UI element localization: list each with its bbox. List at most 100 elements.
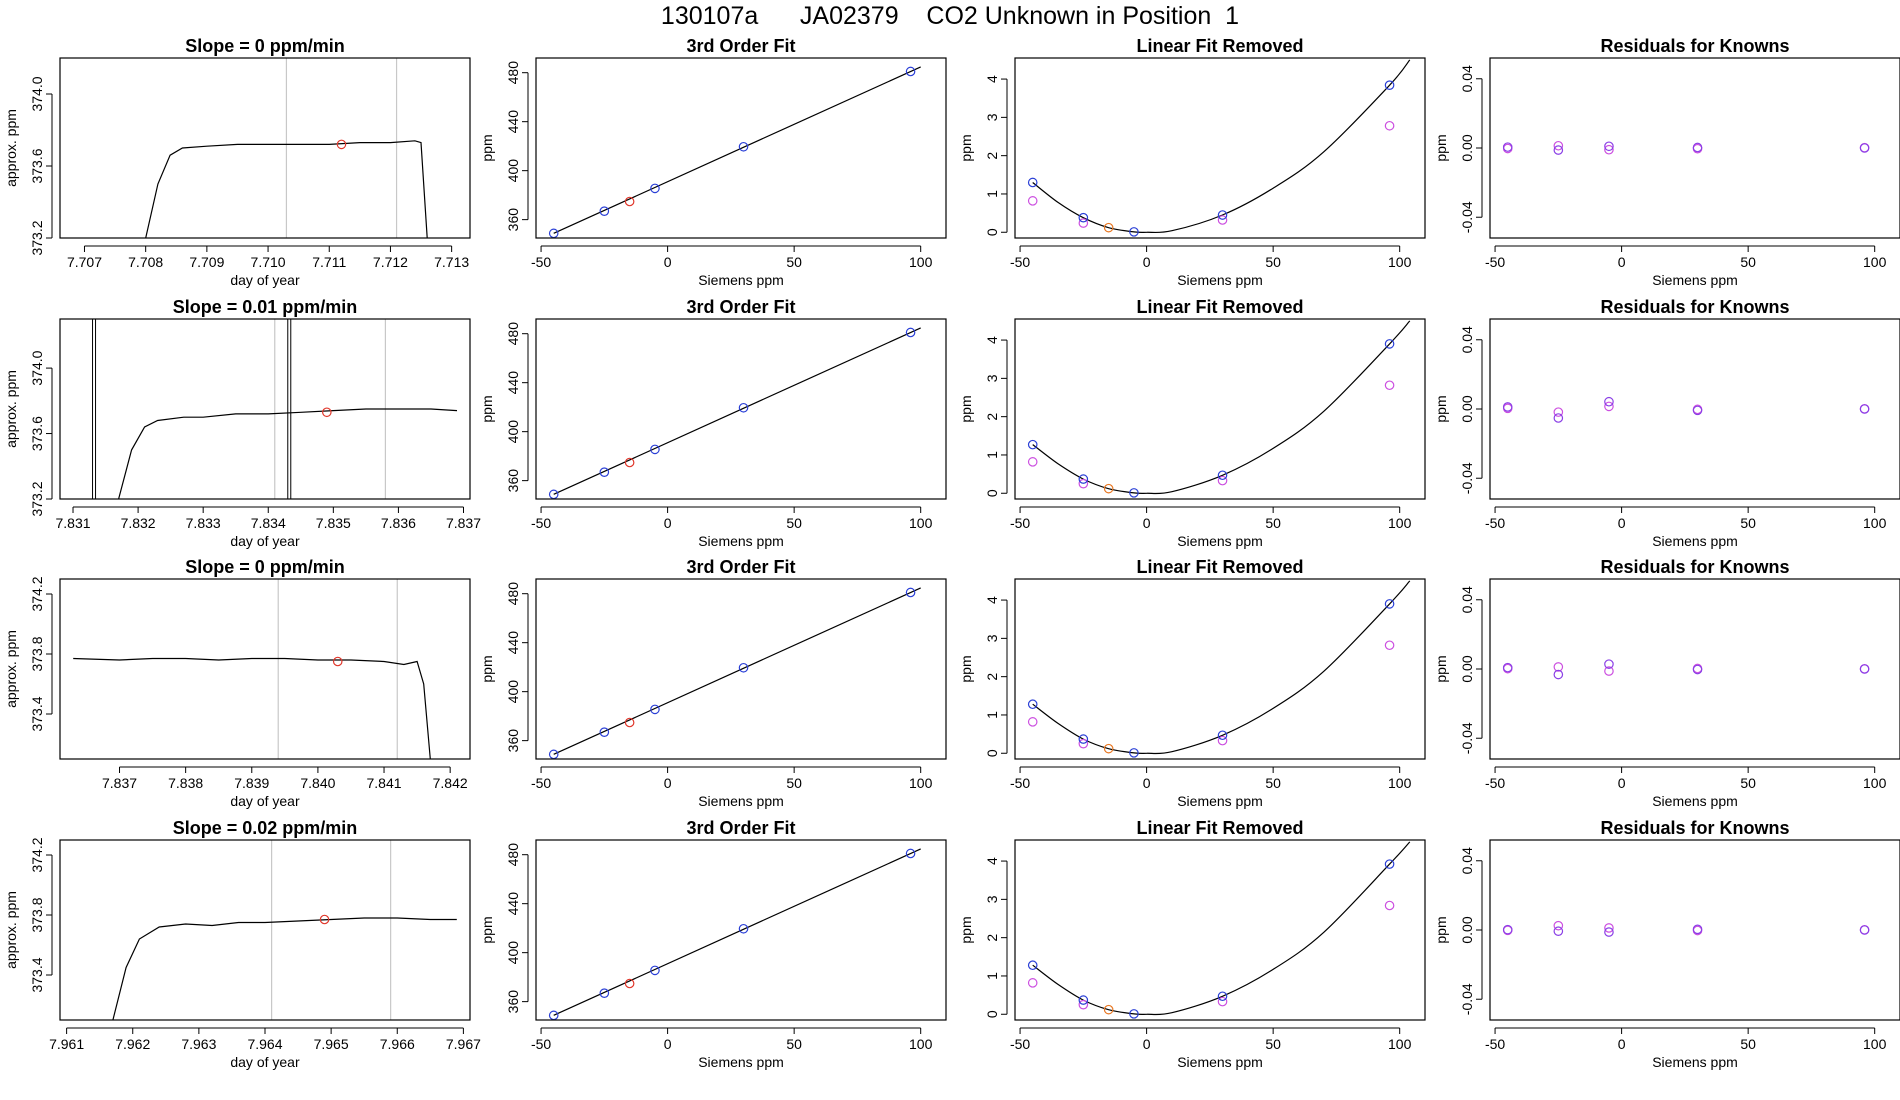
data-point [1553,413,1564,423]
x-tick-label: 7.963 [181,1036,216,1052]
y-axis-label: approx. ppm [3,630,19,708]
y-axis-label: ppm [479,655,495,682]
plot-panel-r2-resid: Residuals for Knowns -50 0 50 100 Siemens ppm… [1433,557,1900,809]
fit-curve [1032,59,1411,234]
data-point [650,965,660,976]
data-point [1692,142,1703,153]
y-tick-label: 0.00 [1459,655,1475,682]
data-point [1027,699,1038,710]
x-tick-label: -50 [1010,775,1030,791]
y-tick-label: 374.2 [29,576,45,611]
x-tick-label: 7.709 [189,254,224,270]
data-point [1384,80,1395,90]
data-point [1078,738,1089,749]
data-point [1078,734,1089,744]
y-axis-label: ppm [479,395,495,422]
x-tick-label: 7.967 [446,1036,481,1052]
plot-title: Linear Fit Removed [1136,297,1303,317]
x-tick-label: 7.833 [186,515,221,531]
y-tick-label: 373.6 [29,416,45,451]
x-tick-label: 7.836 [381,515,416,531]
plot-panel-r2-time: Slope = 0 ppm/min 7.837 7.838 7.839 7.840 7.8… [3,557,471,809]
y-tick-label: 374.0 [29,350,45,385]
y-tick-label: 2 [984,413,1000,421]
x-axis-label: Siemens ppm [1652,533,1738,549]
plot-panel-r1-linear: Linear Fit Removed -50 0 50 100 Siemens ppm 0 1… [958,297,1426,549]
y-tick-label: 373.8 [29,897,45,932]
x-tick-label: 100 [1388,1036,1412,1052]
plot-title: Linear Fit Removed [1136,818,1303,838]
y-tick-label: 373.2 [29,220,45,255]
fit-line [553,848,921,1016]
data-point [1384,900,1395,911]
x-axis-label: day of year [230,533,300,549]
x-tick-label: -50 [531,254,551,270]
y-tick-label: 2 [984,673,1000,681]
x-tick-label: 0 [664,515,672,531]
plot-frame [1489,839,1900,1021]
x-tick-label: 50 [1265,254,1281,270]
y-axis-label: approx. ppm [3,891,19,969]
x-tick-label: -50 [1485,515,1505,531]
x-tick-label: 7.839 [234,775,269,791]
plot-frame [59,318,471,500]
data-point [1604,141,1614,152]
plot-title: Linear Fit Removed [1136,36,1303,56]
y-axis-label: ppm [958,916,974,943]
y-tick-label: -0.04 [1459,983,1475,1015]
highlight-point [332,656,343,667]
y-tick-label: 400 [505,680,521,704]
x-tick-label: 100 [909,515,933,531]
plot-frame [535,57,947,239]
data-point [1859,143,1870,153]
plot-title: 3rd Order Fit [686,818,795,838]
data-point [905,66,916,77]
x-tick-label: 0 [1618,254,1626,270]
data-point [1502,142,1513,152]
data-point [599,206,610,216]
x-axis-label: day of year [230,1054,300,1070]
x-tick-label: 50 [1740,1036,1756,1052]
y-tick-label: 373.8 [29,636,45,671]
data-point [1129,1009,1139,1019]
data-point [1027,196,1038,206]
fit-curve [1032,841,1411,1016]
y-tick-label: -0.04 [1459,722,1475,754]
x-tick-label: 7.838 [168,775,203,791]
x-tick-label: 100 [1863,515,1887,531]
y-tick-label: 3 [984,374,1000,382]
plot-frame [1014,578,1426,760]
plot-frame [1014,57,1426,239]
plot-title: Residuals for Knowns [1600,36,1789,56]
data-point [1502,402,1513,412]
y-tick-label: 4 [984,336,1000,344]
x-tick-label: 7.964 [247,1036,282,1052]
x-tick-label: 7.708 [128,254,163,270]
data-point [599,727,610,737]
plot-title: Slope = 0.02 ppm/min [173,818,358,838]
x-axis-label: Siemens ppm [1652,1054,1738,1070]
data-point [599,467,610,477]
plot-frame [535,839,947,1021]
data-point [1384,380,1395,391]
x-axis-label: Siemens ppm [1177,793,1263,809]
plot-panel-r0-resid: Residuals for Knowns -50 0 50 100 Siemens ppm… [1433,36,1900,288]
x-tick-label: 100 [1863,775,1887,791]
plot-panel-r3-resid: Residuals for Knowns -50 0 50 100 Siemens ppm… [1433,818,1900,1070]
data-point [1078,474,1089,484]
y-axis-label: approx. ppm [3,370,19,448]
plot-title: Residuals for Knowns [1600,818,1789,838]
x-axis-label: Siemens ppm [698,272,784,288]
x-tick-label: 0 [664,1036,672,1052]
series-line [145,140,428,238]
x-tick-label: 7.835 [316,515,351,531]
y-tick-label: 440 [505,631,521,655]
y-axis-label: ppm [1433,395,1449,422]
plot-title: 3rd Order Fit [686,297,795,317]
plot-title: Linear Fit Removed [1136,557,1303,577]
x-tick-label: 7.962 [115,1036,150,1052]
y-axis-label: ppm [479,916,495,943]
data-point [624,196,635,207]
data-point [599,988,610,998]
highlight-point [319,914,330,925]
